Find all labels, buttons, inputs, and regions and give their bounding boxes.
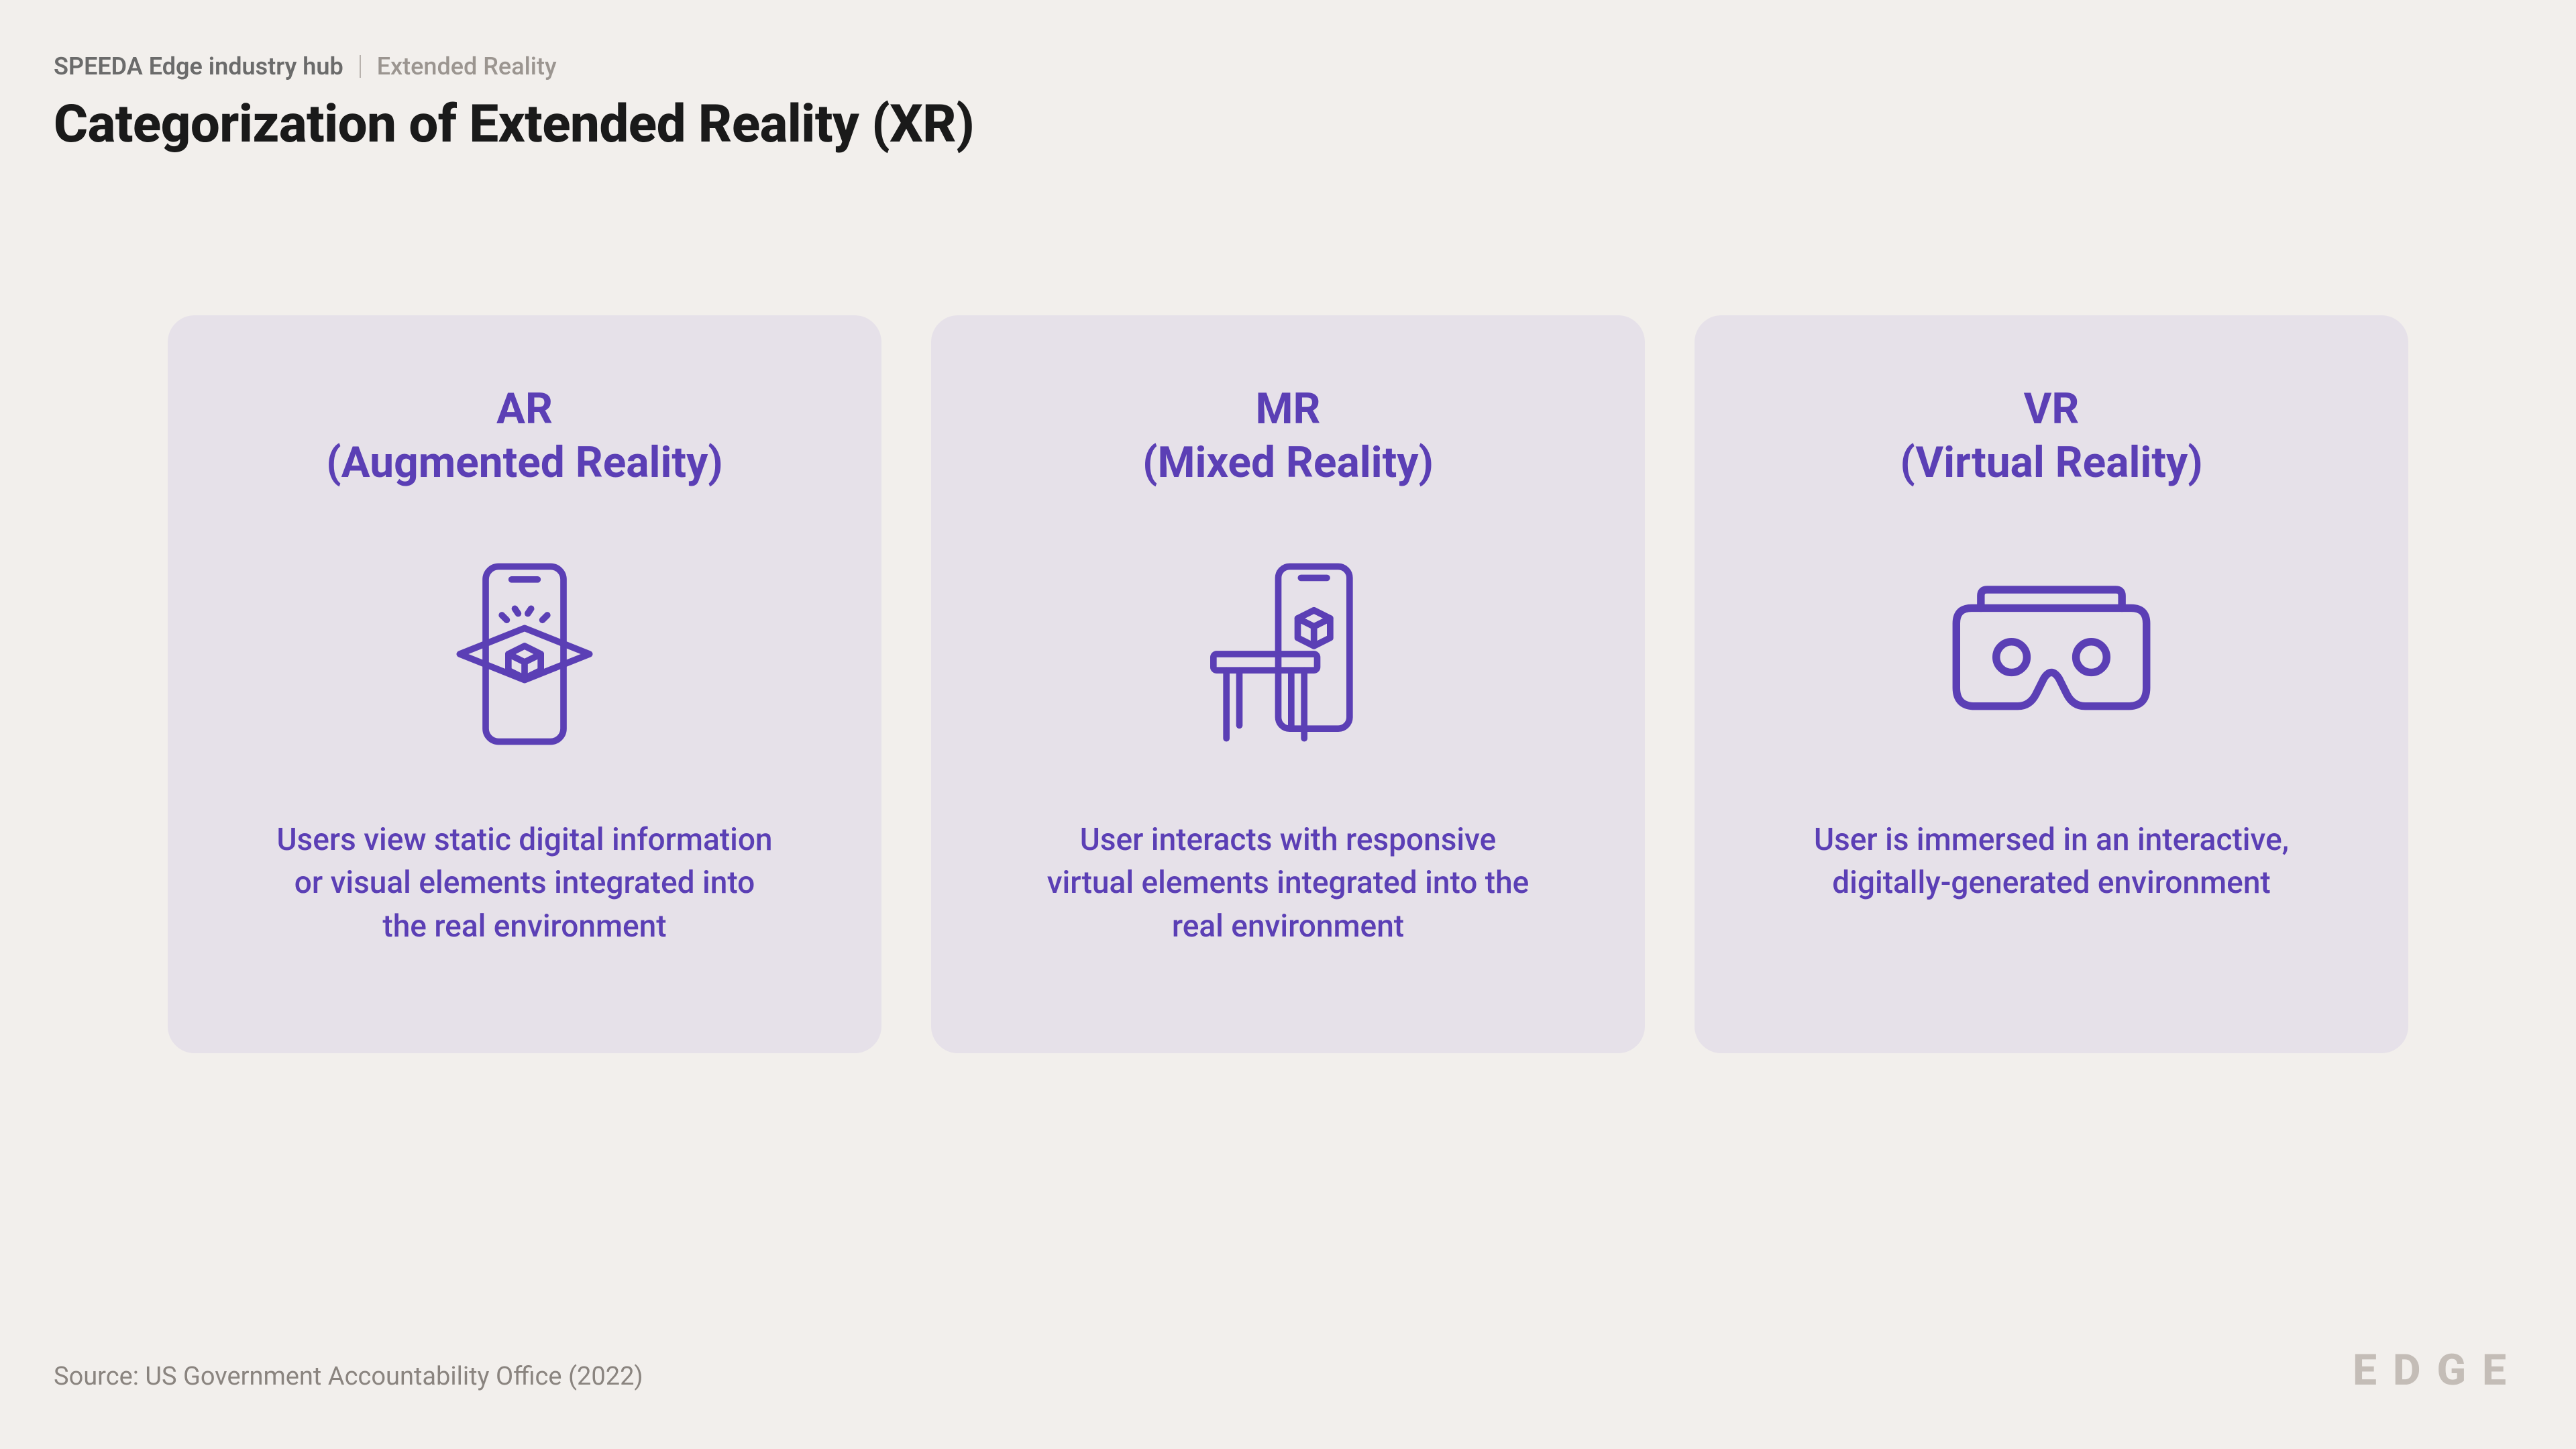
card-vr-title: VR (Virtual Reality) — [1900, 382, 2202, 490]
card-ar-title: AR (Augmented Reality) — [326, 382, 723, 490]
card-vr-desc: User is immersed in an interactive, digi… — [1796, 818, 2306, 905]
source-citation: Source: US Government Accountability Off… — [54, 1362, 643, 1391]
card-vr: VR (Virtual Reality) User is immersed in… — [1695, 315, 2408, 1053]
card-mr-title: MR (Mixed Reality) — [1142, 382, 1434, 490]
breadcrumb: SPEEDA Edge industry hub Extended Realit… — [54, 52, 557, 80]
page-title: Categorization of Extended Reality (XR) — [54, 94, 974, 155]
brand-logo: EDGE — [2353, 1345, 2522, 1395]
vr-headset-icon — [1944, 557, 2159, 751]
breadcrumb-category: Extended Reality — [377, 52, 557, 80]
card-mr-desc: User interacts with responsive virtual e… — [1033, 818, 1543, 948]
ar-phone-cube-icon — [427, 557, 622, 751]
card-ar-desc: Users view static digital information or… — [270, 818, 780, 948]
breadcrumb-hub: SPEEDA Edge industry hub — [54, 52, 343, 80]
card-mr: MR (Mixed Reality) User interacts with r… — [931, 315, 1645, 1053]
mr-table-cube-icon — [1191, 557, 1385, 751]
cards-row: AR (Augmented Reality) Users view sta — [168, 315, 2408, 1053]
breadcrumb-separator — [360, 55, 361, 78]
card-ar: AR (Augmented Reality) Users view sta — [168, 315, 881, 1053]
